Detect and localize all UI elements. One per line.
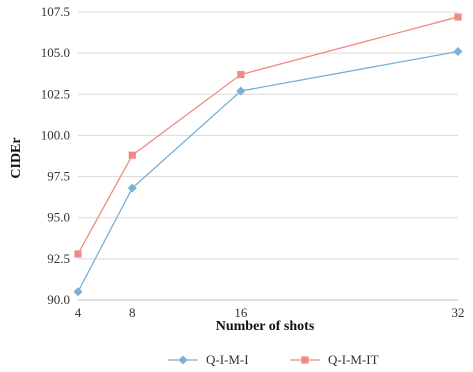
y-tick-label: 107.5	[41, 4, 70, 19]
x-tick-label: 16	[234, 305, 248, 320]
series-q-i-m-i	[73, 46, 463, 297]
x-axis-ticks: 4 8 16 32	[75, 305, 465, 320]
data-point	[237, 70, 245, 79]
y-tick-label: 92.5	[47, 251, 70, 266]
legend-marker	[301, 356, 309, 364]
data-point	[128, 151, 136, 159]
y-tick-label: 95.0	[47, 210, 70, 225]
data-point	[73, 287, 83, 297]
series-line	[77, 16, 459, 255]
data-point	[74, 250, 82, 258]
legend-item: Q-I-M-I	[168, 352, 249, 367]
series-q-i-m-it	[74, 13, 462, 258]
data-point	[454, 13, 462, 21]
y-tick-label: 97.5	[47, 169, 70, 184]
y-tick-label: 105.0	[41, 45, 70, 60]
data-point	[453, 46, 463, 56]
series-layer	[73, 13, 463, 297]
grid-lines	[78, 11, 458, 301]
legend-item: Q-I-M-IT	[290, 352, 379, 367]
x-axis-title: Number of shots	[216, 319, 315, 334]
y-axis-ticks: 90.0 92.5 95.0 97.5 100.0 102.5 105.0 107.5	[41, 4, 70, 307]
legend-label: Q-I-M-IT	[328, 352, 379, 367]
data-point	[236, 86, 246, 96]
y-tick-label: 100.0	[41, 127, 70, 142]
data-point	[127, 183, 137, 193]
x-tick-label: 32	[452, 305, 465, 320]
y-tick-label: 102.5	[41, 86, 70, 101]
legend-label: Q-I-M-I	[206, 352, 249, 367]
x-tick-label: 8	[129, 305, 136, 320]
legend-marker	[178, 355, 188, 365]
y-axis-title: CIDEr	[9, 137, 24, 178]
x-tick-label: 4	[75, 305, 82, 320]
legend: Q-I-M-I Q-I-M-IT	[168, 352, 379, 367]
series-line	[77, 50, 459, 293]
y-tick-label: 90.0	[47, 292, 70, 307]
